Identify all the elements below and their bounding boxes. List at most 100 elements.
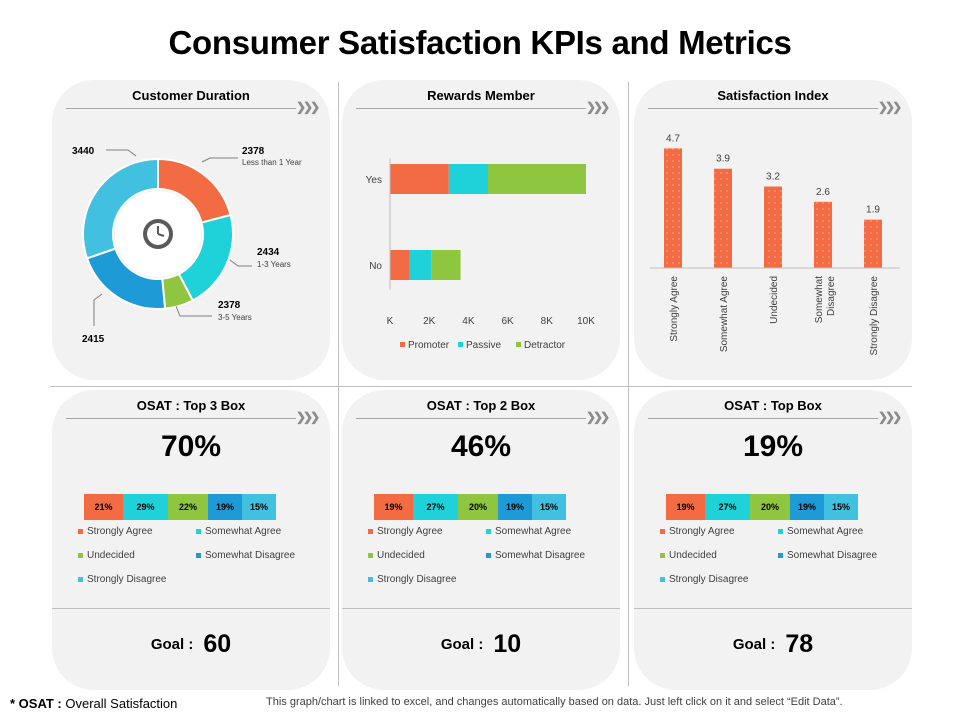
legend-label: Undecided [669, 550, 717, 561]
footnote-key: * OSAT : [10, 696, 62, 711]
leader-line [106, 149, 137, 157]
stack-segment: 19% [790, 494, 824, 520]
leader-line [201, 157, 238, 163]
legend-item: Undecided [660, 550, 717, 561]
data-sublabel: 1-3 Years [257, 260, 291, 269]
card-title: Satisfaction Index [717, 88, 829, 103]
legend-label: Somewhat Agree [495, 526, 572, 537]
stack-segment: 15% [242, 494, 276, 520]
legend-item: Undecided [78, 550, 135, 561]
bar [764, 186, 782, 268]
legend-item: Strongly Disagree [368, 574, 456, 585]
footnote-text: Overall Satisfaction [65, 696, 178, 711]
leader-line [93, 293, 103, 326]
stack-segment: 19% [374, 494, 413, 520]
tick-label: 8K [541, 316, 554, 327]
page-title: Consumer Satisfaction KPIs and Metrics [168, 24, 792, 61]
stack-segment: 22% [168, 494, 208, 520]
leader-line [229, 259, 252, 267]
legend-swatch [458, 342, 463, 347]
data-label: 2434 [257, 247, 280, 258]
bar-segment [448, 164, 488, 194]
osat-footnote: * OSAT : Overall Satisfaction [10, 696, 177, 711]
goal-value: 78 [785, 630, 814, 658]
legend-item: Undecided [368, 550, 425, 561]
legend-swatch [196, 552, 201, 558]
card-title: Rewards Member [427, 88, 535, 103]
goal-label: Goal : [732, 636, 776, 653]
excel-footnote: This graph/chart is linked to excel, and… [266, 696, 843, 708]
value-label: 3.2 [766, 172, 780, 183]
chevrons-icon: ❯❯❯ [296, 100, 320, 114]
legend-label: Strongly Disagree [87, 574, 167, 585]
data-label: 2378 [218, 300, 241, 311]
stack-segment: 20% [458, 494, 498, 520]
legend-item: Strongly Disagree [660, 574, 748, 585]
legend-label: Strongly Agree [377, 526, 443, 537]
bar-segment [488, 164, 586, 194]
bar-segment [390, 250, 410, 280]
card-header: OSAT : Top 2 Box ❯❯❯ [342, 390, 620, 424]
stack-segment: 15% [532, 494, 566, 520]
chevrons-icon: ❯❯❯ [296, 410, 320, 424]
legend-swatch [778, 552, 783, 558]
data-label: 3440 [72, 146, 95, 157]
satisfaction-bar-chart: 4.7 3.9 3.2 2.6 1.9 Strongly Agree Somewhat Ag… [650, 133, 900, 356]
legend-swatch [196, 528, 201, 534]
donut-slice [82, 157, 159, 260]
goal-value: 10 [493, 630, 522, 658]
header-line [66, 418, 296, 419]
chevrons-icon: ❯❯❯ [586, 410, 610, 424]
chevrons-icon: ❯❯❯ [586, 100, 610, 114]
tick-label: 2K [423, 316, 436, 327]
legend-swatch [516, 342, 521, 347]
legend-label: Strongly Disagree [377, 574, 457, 585]
value-label: 4.7 [666, 133, 680, 144]
card-header: OSAT : Top Box ❯❯❯ [634, 390, 912, 424]
data-sublabel: Less than 1 Year [242, 158, 302, 167]
legend-label: Detractor [524, 340, 566, 351]
clock-hand [157, 233, 165, 237]
category-label: Somewhat Agree [719, 276, 730, 353]
grid-divider [338, 82, 339, 686]
osat-top3-card: OSAT : Top 3 Box ❯❯❯ 70% 21% 29% 22% 19% 15%… [52, 390, 330, 690]
header-line [648, 418, 878, 419]
legend-swatch [368, 576, 373, 582]
stack-segment: 27% [413, 494, 458, 520]
category-label: Undecided [769, 276, 780, 324]
header-line [356, 418, 586, 419]
category-label: Strongly Disagree [869, 276, 880, 356]
bar [664, 148, 682, 268]
legend-item: Strongly Agree [78, 526, 153, 537]
card-header: Satisfaction Index ❯❯❯ [634, 80, 912, 114]
legend-swatch [660, 576, 665, 582]
legend-swatch [486, 552, 491, 558]
legend-label: Somewhat Disagree [495, 550, 586, 561]
osat-stacked-bar: 19% 27% 20% 19% 15% [666, 494, 858, 520]
category-label: Yes [366, 175, 382, 186]
leader-line [175, 305, 212, 317]
legend-label: Undecided [377, 550, 425, 561]
legend-item: Somewhat Disagree [486, 550, 585, 561]
legend-item: Somewhat Disagree [196, 550, 295, 561]
stack-segment: 20% [750, 494, 790, 520]
category-label: No [369, 261, 382, 272]
chevrons-icon: ❯❯❯ [878, 100, 902, 114]
header-line [356, 108, 586, 109]
satisfaction-index-card: Satisfaction Index ❯❯❯ 4.7 3.9 3.2 2.6 1.9 St… [634, 80, 912, 380]
legend-swatch [660, 528, 665, 534]
card-title: OSAT : Top Box [724, 398, 822, 413]
legend-swatch [778, 528, 783, 534]
tick-label: 10K [577, 316, 595, 327]
chevrons-icon: ❯❯❯ [878, 410, 902, 424]
value-label: 1.9 [866, 205, 880, 216]
legend-item: Somewhat Agree [778, 526, 863, 537]
legend-label: Somewhat Disagree [787, 550, 878, 561]
stack-segment: 19% [498, 494, 532, 520]
goal: Goal : 60 [52, 630, 330, 659]
goal-label: Goal : [440, 636, 484, 653]
goal: Goal : 78 [634, 630, 912, 659]
card-title: OSAT : Top 3 Box [136, 398, 246, 413]
stack-segment: 21% [84, 494, 123, 520]
legend-item: Strongly Agree [368, 526, 443, 537]
